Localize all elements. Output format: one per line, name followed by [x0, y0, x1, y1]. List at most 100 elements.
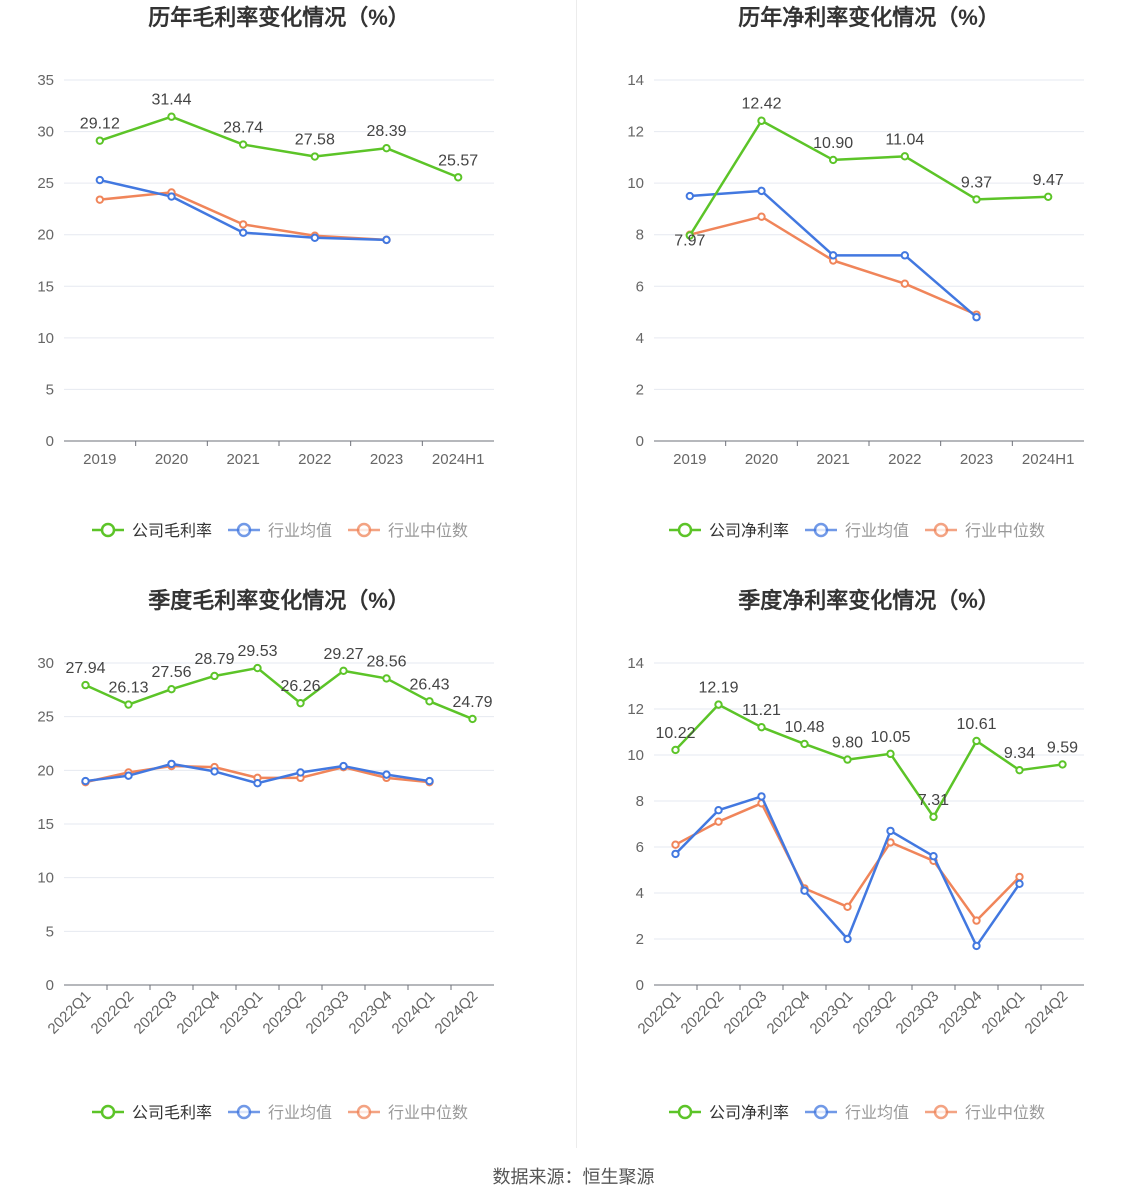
- data-point: [1058, 760, 1067, 769]
- legend-label: 行业均值: [845, 522, 909, 540]
- data-label: 29.27: [323, 646, 363, 663]
- data-point: [238, 140, 248, 149]
- x-tick-label: 2023Q3: [893, 988, 943, 1038]
- data-point: [972, 736, 981, 746]
- legend-swatch-marker: [236, 1104, 252, 1120]
- y-tick-label: 10: [37, 330, 54, 347]
- y-tick-label: 8: [636, 793, 644, 810]
- data-label: 29.12: [80, 116, 120, 133]
- data-point: [210, 671, 219, 681]
- data-point: [124, 771, 133, 780]
- data-point: [382, 143, 391, 153]
- x-tick-label: 2023: [370, 451, 403, 468]
- data-point: [382, 235, 391, 245]
- legend-label: 行业中位数: [965, 522, 1045, 540]
- legend-swatch-marker: [356, 1104, 372, 1120]
- legend-swatch-marker: [356, 522, 372, 538]
- data-point: [900, 251, 910, 260]
- x-tick-label: 2022Q4: [174, 988, 224, 1038]
- data-label: 26.26: [280, 678, 320, 695]
- data-label: 9.47: [1033, 172, 1064, 189]
- data-point: [1015, 765, 1024, 775]
- series-line: [674, 703, 1063, 819]
- chart-quarterly-net-margin: 季度净利率变化情况（%）024681012142022Q12022Q22022Q…: [627, 588, 1084, 1122]
- data-point: [296, 698, 305, 708]
- x-tick-label: 2023Q2: [260, 988, 310, 1038]
- legend-label: 行业中位数: [388, 522, 468, 540]
- data-label: 11.21: [742, 702, 781, 719]
- y-tick-label: 25: [37, 709, 54, 726]
- y-tick-label: 25: [37, 175, 54, 192]
- y-tick-label: 4: [636, 885, 644, 902]
- data-point: [124, 700, 133, 709]
- data-point: [886, 826, 895, 836]
- data-point: [296, 768, 305, 777]
- y-tick-label: 12: [627, 701, 644, 718]
- y-tick-label: 20: [37, 762, 54, 779]
- data-point: [714, 700, 723, 709]
- x-tick-label: 2023Q1: [217, 988, 267, 1038]
- legend-label: 行业中位数: [388, 1104, 468, 1122]
- data-point: [972, 941, 981, 951]
- data-point: [757, 116, 766, 125]
- x-tick-label: 2021: [816, 451, 849, 468]
- y-tick-label: 5: [46, 381, 54, 398]
- data-label: 11.04: [885, 131, 924, 148]
- data-label: 12.42: [741, 96, 781, 113]
- data-point: [453, 173, 463, 182]
- legend-swatch-marker: [100, 1104, 116, 1120]
- x-tick-label: 2024H1: [1022, 451, 1075, 468]
- data-label: 26.13: [108, 680, 148, 697]
- data-point: [671, 840, 680, 849]
- y-tick-label: 8: [636, 227, 644, 244]
- y-tick-label: 10: [37, 870, 54, 887]
- y-tick-label: 15: [37, 816, 54, 833]
- chart-title: 季度净利率变化情况（%）: [738, 588, 1000, 613]
- data-label: 24.79: [452, 694, 492, 711]
- x-tick-label: 2024Q1: [979, 988, 1029, 1038]
- data-point: [253, 663, 262, 673]
- x-tick-label: 2022Q1: [635, 988, 685, 1038]
- data-point: [81, 680, 90, 690]
- y-tick-label: 6: [636, 278, 644, 295]
- x-tick-label: 2022Q1: [45, 988, 95, 1038]
- data-point: [238, 228, 248, 237]
- data-point: [1043, 192, 1053, 202]
- y-tick-label: 2: [636, 931, 644, 948]
- data-label: 28.39: [366, 123, 406, 140]
- legend-label: 公司毛利率: [132, 522, 212, 540]
- data-label: 26.43: [409, 676, 449, 693]
- chart-quarterly-gross-margin: 季度毛利率变化情况（%）0510152025302022Q12022Q22022…: [37, 588, 494, 1122]
- data-label: 10.48: [784, 719, 824, 736]
- data-point: [95, 136, 105, 145]
- data-point: [800, 886, 809, 895]
- legend-label: 行业均值: [845, 1104, 909, 1122]
- legend-label: 公司毛利率: [132, 1104, 212, 1122]
- x-tick-label: 2023Q3: [303, 988, 353, 1038]
- x-tick-label: 2024Q2: [1022, 988, 1072, 1038]
- data-label: 12.19: [698, 680, 738, 697]
- data-point: [468, 714, 477, 724]
- chart-title: 历年净利率变化情况（%）: [738, 5, 1000, 30]
- x-tick-label: 2023Q4: [346, 988, 396, 1038]
- data-point: [900, 152, 910, 161]
- data-label: 27.56: [151, 664, 191, 681]
- data-label: 7.97: [674, 232, 705, 249]
- data-label: 10.90: [813, 135, 853, 152]
- legend-label: 公司净利率: [709, 522, 789, 540]
- legend-label: 行业中位数: [965, 1104, 1045, 1122]
- x-tick-label: 2020: [155, 451, 188, 468]
- data-point: [310, 152, 320, 161]
- x-tick-label: 2023: [960, 451, 993, 468]
- data-point: [1015, 879, 1024, 888]
- data-point: [167, 192, 176, 201]
- data-point: [310, 233, 320, 243]
- data-label: 7.31: [918, 792, 949, 809]
- chart-title: 历年毛利率变化情况（%）: [148, 5, 410, 30]
- x-tick-label: 2024Q1: [389, 988, 439, 1038]
- legend-swatch-marker: [100, 522, 116, 538]
- data-point: [757, 186, 766, 196]
- data-point: [382, 770, 391, 779]
- data-point: [757, 212, 766, 221]
- data-label: 10.22: [655, 725, 695, 742]
